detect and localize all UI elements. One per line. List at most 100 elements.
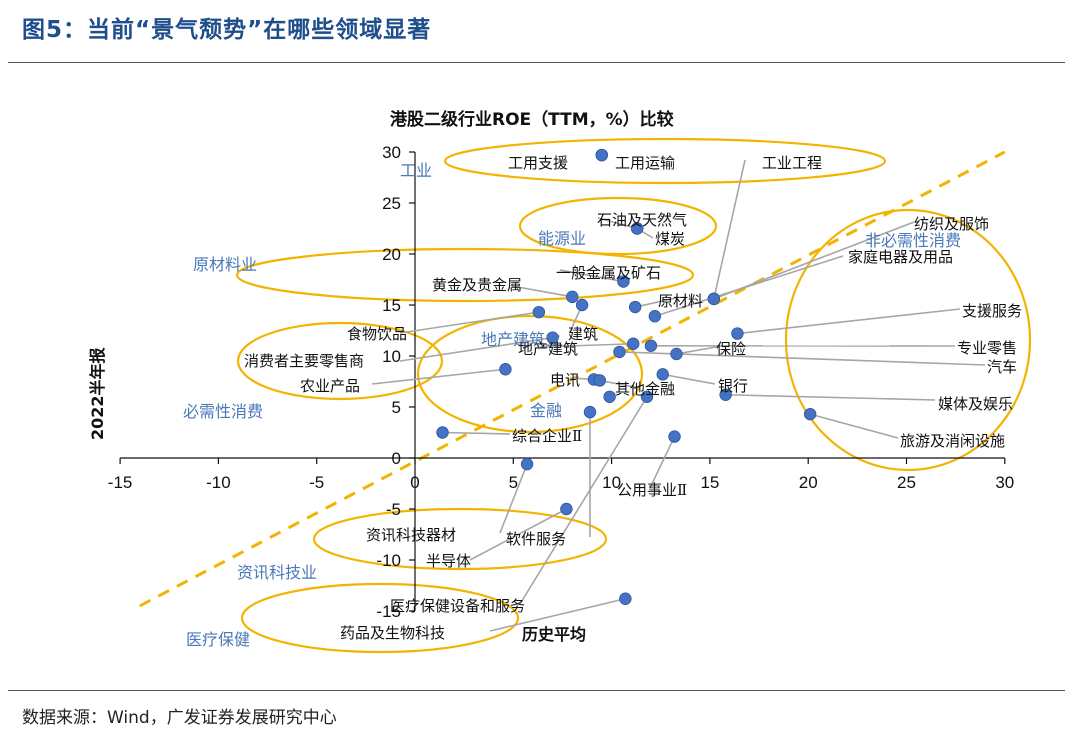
ellipse-materials [235, 247, 695, 303]
scatter-point [627, 337, 640, 350]
group-label-finance: 金融 [530, 401, 562, 420]
leader-lines [371, 159, 986, 632]
point-label: 药品及生物科技 [340, 624, 445, 642]
point-label: 综合企业Ⅱ [512, 427, 582, 445]
y-axis-title: 2022半年报 [88, 347, 107, 440]
scatter-point [499, 363, 512, 376]
y-tick-label: 20 [382, 245, 401, 264]
x-tick-label: 20 [799, 473, 818, 492]
point-label: 支援服务 [962, 302, 1022, 320]
leader-line [399, 311, 539, 334]
scatter-point [560, 502, 573, 516]
scatter-point [628, 300, 642, 314]
group-label-industry: 工业 [400, 161, 432, 180]
leader-line [737, 308, 961, 335]
group-labels: 工业 能源业 非必需性消费 原材料业 地产建筑业 必需性消费 金融 资讯科技业 … [183, 161, 961, 649]
leader-line [511, 285, 573, 298]
point-label: 银行 [718, 377, 748, 395]
leader-line [676, 346, 717, 355]
scatter-point [670, 347, 683, 361]
ellipse-discretionary [784, 208, 1032, 472]
point-label: 软件服务 [506, 530, 566, 548]
scatter-point [566, 290, 579, 304]
scatter-point [656, 368, 669, 381]
chart-title: 港股二级行业ROE（TTM，%）比较 [390, 109, 674, 130]
scatter-point [668, 430, 681, 443]
point-label: 工业工程 [762, 154, 822, 172]
ellipse-industry [443, 137, 887, 185]
point-label: 纺织及服饰 [914, 215, 989, 233]
x-tick-label: 30 [995, 473, 1014, 492]
y-tick-label: -5 [386, 500, 401, 519]
group-label-healthcare: 医疗保健 [186, 630, 250, 649]
scatter-point [619, 592, 632, 605]
scatter-point [583, 405, 597, 419]
footer-rule [8, 690, 1065, 691]
leader-line [713, 159, 746, 300]
leader-line [442, 431, 511, 435]
leader-line [489, 597, 626, 632]
scatter-point [603, 390, 616, 404]
ellipse-it [312, 507, 608, 571]
leader-line [559, 269, 624, 283]
ellipse-property-finance [416, 314, 644, 434]
scatter-point [436, 426, 449, 439]
y-tick-label: -10 [376, 551, 401, 570]
point-label: 地产建筑 [518, 340, 578, 358]
figure-title: 图5：当前“景气颓势”在哪些领域显著 [22, 17, 432, 43]
point-label: 公用事业Ⅱ [617, 481, 687, 499]
scatter-point [575, 298, 589, 312]
title-rule [8, 62, 1065, 63]
group-label-it: 资讯科技业 [237, 563, 317, 582]
leader-line [499, 463, 528, 534]
x-tick-label: -10 [206, 473, 231, 492]
y-tick-label: 15 [382, 296, 401, 315]
y-tick-label: 25 [382, 194, 401, 213]
point-label: 工用运输 [615, 154, 675, 172]
y-tick-label: 30 [382, 143, 401, 162]
point-label: 其他金融 [615, 380, 675, 398]
leader-line [599, 379, 641, 389]
leader-line [597, 217, 638, 230]
leader-line [519, 396, 648, 605]
source-note: 数据来源：Wind，广发证券发展研究中心 [22, 708, 337, 728]
data-points [436, 148, 817, 605]
point-label: 煤炭 [655, 230, 685, 248]
x-tick-label: 15 [700, 473, 719, 492]
leader-line [725, 393, 936, 401]
scatter-point [546, 331, 559, 344]
leader-line [469, 508, 567, 561]
point-label: 保险 [716, 340, 746, 358]
scatter-point [613, 345, 626, 359]
scatter-point [520, 457, 534, 471]
x-tick-label: -15 [108, 473, 133, 492]
reference-line-y-equals-x [139, 150, 1006, 608]
point-label: 专业零售 [957, 339, 1017, 357]
x-tick-label: -5 [309, 473, 324, 492]
scatter-point [617, 275, 630, 288]
point-label: 石油及天然气 [597, 211, 687, 229]
leader-line [809, 413, 899, 439]
ellipse-staples [236, 321, 444, 401]
scatter-point [595, 148, 608, 162]
point-label: 原材料 [658, 292, 703, 310]
x-tick-label: 25 [897, 473, 916, 492]
point-label: 半导体 [426, 552, 471, 570]
group-label-energy: 能源业 [538, 229, 586, 248]
leader-line [371, 368, 506, 385]
y-tick-label: -15 [376, 602, 401, 621]
scatter-point [803, 407, 817, 421]
leader-line [539, 342, 634, 348]
x-tick-label: 0 [410, 473, 419, 492]
point-label: 工用支援 [508, 154, 568, 172]
point-label: 黄金及贵金属 [432, 276, 522, 294]
point-label: 农业产品 [300, 377, 360, 395]
scatter-point [707, 292, 721, 306]
point-label: 媒体及娱乐 [938, 395, 1013, 413]
x-tick-label: 5 [509, 473, 518, 492]
y-tick-label: 5 [392, 398, 401, 417]
scatter-point [640, 390, 654, 404]
point-label: 资讯科技器材 [366, 526, 456, 544]
